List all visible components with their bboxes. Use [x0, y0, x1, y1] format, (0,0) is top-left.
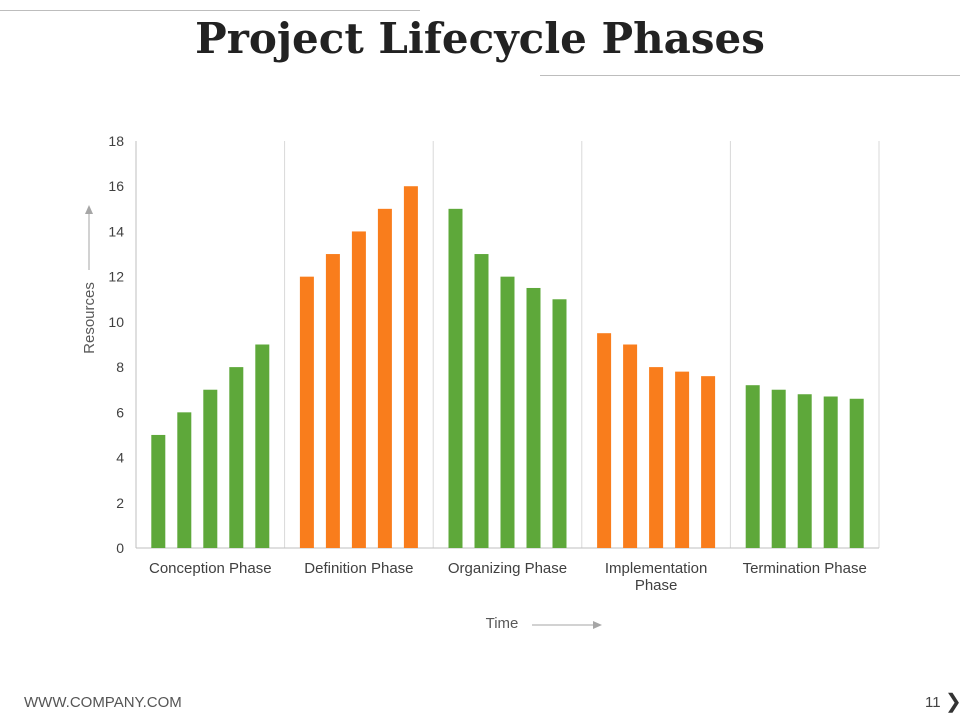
bar — [255, 344, 270, 548]
bar — [675, 371, 690, 548]
bar — [448, 208, 463, 549]
bar — [552, 299, 567, 548]
y-tick-label: 16 — [108, 178, 124, 194]
bar — [823, 396, 838, 548]
y-tick-label: 8 — [116, 359, 124, 375]
y-tick-label: 14 — [108, 223, 124, 239]
y-tick-label: 0 — [116, 540, 124, 556]
bar — [623, 344, 638, 548]
bar — [474, 254, 489, 549]
x-category-label: Organizing Phase — [448, 560, 567, 577]
bar — [771, 389, 786, 548]
y-tick-label: 12 — [108, 269, 124, 285]
x-category-label: Phase — [635, 577, 678, 594]
bar — [849, 398, 864, 548]
y-axis-label: Resources — [81, 282, 98, 354]
bar — [229, 367, 244, 548]
bar — [597, 333, 612, 548]
bar — [403, 186, 418, 548]
footer-url: WWW.COMPANY.COM — [24, 694, 182, 711]
bar — [701, 376, 716, 548]
bar — [797, 394, 812, 548]
bar — [526, 287, 541, 548]
x-axis-label: Time — [486, 615, 519, 632]
bar — [151, 434, 166, 548]
x-axis-arrow-head — [593, 621, 602, 629]
top-divider-line — [0, 10, 420, 11]
y-tick-label: 10 — [108, 314, 124, 330]
bar — [649, 367, 664, 548]
bar — [299, 276, 314, 548]
page-number: 11 — [925, 694, 941, 711]
title-underline — [540, 75, 960, 76]
y-tick-label: 18 — [108, 133, 124, 149]
x-category-label: Implementation — [605, 560, 708, 577]
chevron-right-icon[interactable]: ❯ — [945, 689, 960, 714]
bar — [177, 412, 192, 548]
bar — [745, 385, 760, 548]
bar — [377, 208, 392, 549]
bar — [325, 254, 340, 549]
y-axis-arrow-head — [85, 205, 93, 214]
y-tick-label: 2 — [116, 495, 124, 511]
bar — [500, 276, 515, 548]
bar — [203, 389, 218, 548]
y-tick-label: 4 — [116, 450, 124, 466]
bar — [351, 231, 366, 548]
x-category-label: Termination Phase — [743, 560, 867, 577]
slide-title: Project Lifecycle Phases — [195, 14, 765, 63]
y-tick-label: 6 — [116, 404, 124, 420]
x-category-label: Definition Phase — [304, 560, 413, 577]
x-category-label: Conception Phase — [149, 560, 272, 577]
